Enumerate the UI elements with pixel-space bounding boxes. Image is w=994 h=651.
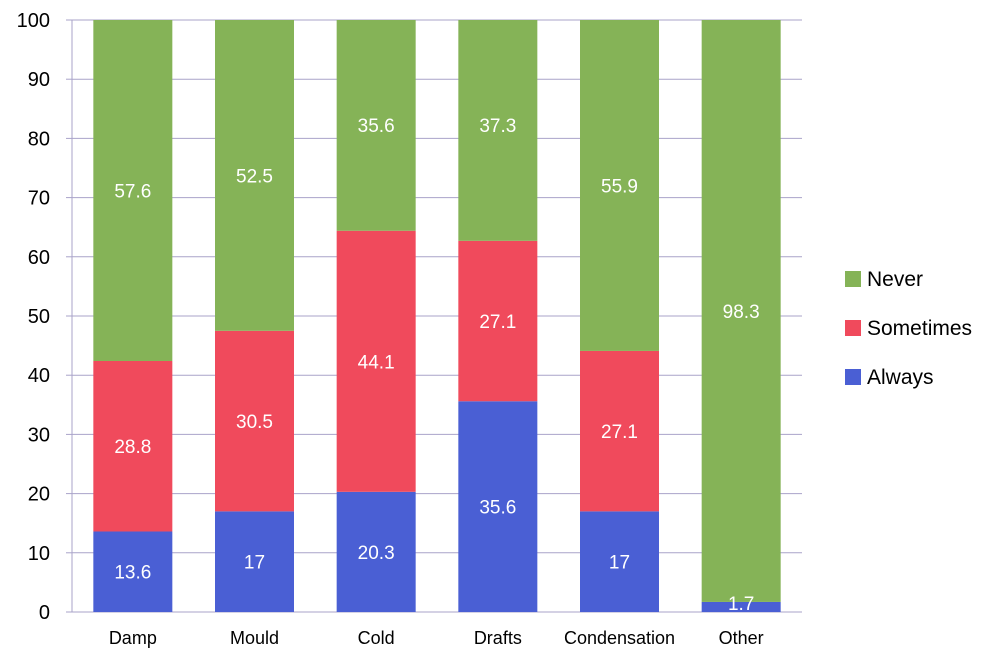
legend-swatch-always — [845, 369, 861, 385]
data-label: 55.9 — [601, 176, 638, 197]
bar-segment-sometimes-damp — [93, 360, 173, 532]
legend-label-always: Always — [867, 366, 934, 389]
bar-segment-never-condensation — [580, 20, 659, 351]
data-label: 13.6 — [114, 563, 151, 584]
y-tick-label: 0 — [39, 602, 50, 624]
y-axis: 0 10 20 30 40 50 60 70 80 90 100 — [17, 10, 73, 624]
y-tick-label: 90 — [28, 69, 50, 91]
bars — [93, 20, 781, 612]
bar-segment-sometimes-cold — [336, 230, 416, 492]
y-tick-label: 80 — [28, 128, 50, 150]
bar-segment-never-cold — [336, 20, 416, 231]
y-tick-label: 100 — [17, 10, 50, 32]
y-tick-label: 40 — [28, 365, 50, 387]
legend-label-sometimes: Sometimes — [867, 317, 972, 340]
bar-segment-sometimes-drafts — [458, 240, 538, 402]
y-tick-label: 70 — [28, 188, 50, 210]
data-label: 35.6 — [358, 116, 395, 137]
data-label: 27.1 — [601, 422, 638, 443]
x-tick-label: Other — [719, 628, 764, 648]
data-label: 20.3 — [358, 543, 395, 564]
bar-segment-never-other — [701, 20, 781, 602]
bar-segment-never-mould — [215, 20, 294, 331]
data-label: 98.3 — [723, 302, 760, 323]
data-label: 37.3 — [479, 116, 516, 137]
data-label: 17 — [244, 553, 265, 574]
gridlines — [72, 19, 802, 613]
y-tick-label: 20 — [28, 484, 50, 506]
bar-segment-sometimes-mould — [215, 330, 294, 512]
data-label: 57.6 — [114, 181, 151, 202]
x-tick-label: Drafts — [474, 628, 522, 648]
bar-segment-always-mould — [215, 511, 294, 612]
y-tick-label: 30 — [28, 424, 50, 446]
data-label: 44.1 — [358, 352, 395, 373]
data-label: 1.7 — [728, 594, 754, 615]
x-tick-label: Cold — [358, 628, 395, 648]
y-tick-label: 60 — [28, 247, 50, 269]
bar-segment-always-cold — [336, 491, 416, 612]
legend-swatch-sometimes — [845, 320, 861, 336]
y-tick-label: 10 — [28, 543, 50, 565]
data-label: 27.1 — [479, 312, 516, 333]
bar-segment-never-damp — [93, 20, 173, 361]
data-label: 30.5 — [236, 412, 273, 433]
x-axis: Damp Mould Cold Drafts Condensation Other — [109, 628, 764, 648]
data-labels: 13.6 28.8 57.6 17 30.5 52.5 20.3 44.1 35.6 35.6 27… — [114, 116, 759, 615]
data-label: 17 — [609, 553, 630, 574]
bar-segment-never-drafts — [458, 20, 538, 241]
bar-segment-always-drafts — [458, 401, 538, 612]
data-label: 52.5 — [236, 166, 273, 187]
legend-swatch-never — [845, 271, 861, 287]
bar-segment-sometimes-condensation — [580, 350, 659, 512]
legend-label-never: Never — [867, 268, 923, 291]
x-tick-label: Damp — [109, 628, 157, 648]
bar-segment-always-condensation — [580, 511, 659, 612]
y-tick-label: 50 — [28, 306, 50, 328]
data-label: 28.8 — [114, 437, 151, 458]
bar-segment-always-damp — [93, 531, 173, 612]
x-tick-label: Condensation — [564, 628, 675, 648]
x-tick-label: Mould — [230, 628, 279, 648]
data-label: 35.6 — [479, 498, 516, 519]
legend: Never Sometimes Always — [845, 268, 972, 389]
bar-segment-always-other — [701, 601, 781, 612]
